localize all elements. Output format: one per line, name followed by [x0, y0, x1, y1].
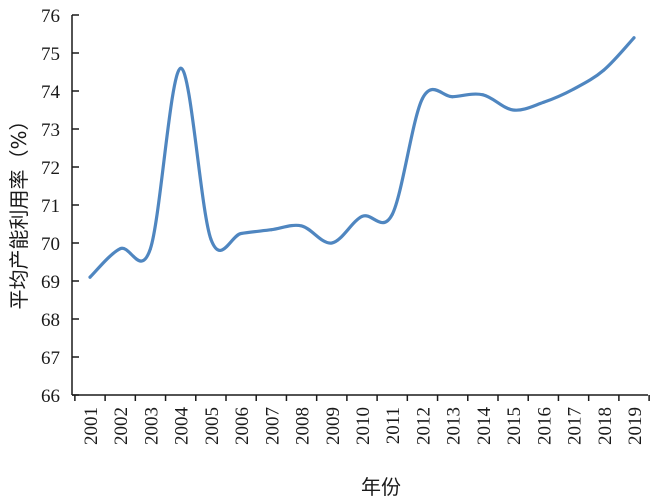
y-axis-title: 平均产能利用率（%）: [7, 110, 31, 309]
x-tick-label: 2007: [262, 407, 283, 445]
x-tick-label: 2002: [111, 407, 132, 445]
x-tick-label: 2012: [413, 407, 434, 445]
y-tick-label: 72: [41, 158, 60, 179]
x-tick-label: 2001: [81, 407, 102, 445]
y-tick-label: 76: [41, 6, 60, 27]
data-point: [451, 95, 455, 99]
y-tick-label: 74: [41, 82, 61, 103]
x-tick-label: 2006: [232, 407, 253, 445]
x-tick-label: 2010: [353, 407, 374, 445]
series-line: [88, 36, 636, 279]
data-point: [360, 214, 364, 218]
x-tick-label: 2004: [172, 407, 193, 446]
data-point: [300, 224, 304, 228]
x-axis-title: 年份: [361, 475, 401, 499]
y-tick-label: 71: [41, 196, 60, 217]
x-tick-label: 2005: [202, 407, 223, 445]
data-point: [239, 232, 243, 235]
x-tick-label: 2019: [625, 407, 646, 445]
x-axis-ticks: 2001 2002 2003 2004 2005 2006 2007 2008 2009 2010…: [74, 395, 650, 446]
x-tick-label: 2016: [534, 407, 555, 445]
y-tick-label: 68: [41, 310, 60, 331]
data-point: [118, 247, 122, 251]
y-tick-label: 73: [41, 120, 60, 141]
data-point: [572, 87, 576, 91]
y-tick-label: 66: [41, 386, 60, 407]
x-tick-label: 2011: [383, 407, 404, 444]
x-tick-label: 2014: [474, 407, 495, 446]
y-tick-label: 69: [41, 272, 60, 293]
x-tick-label: 2015: [504, 407, 525, 445]
data-point: [602, 68, 606, 72]
y-tick-label: 70: [41, 234, 60, 255]
data-point: [390, 213, 394, 216]
data-point: [269, 228, 273, 232]
x-tick-label: 2017: [565, 407, 586, 445]
data-point: [148, 247, 152, 251]
x-tick-label: 2009: [323, 407, 344, 445]
y-axis-ticks: 66 67 68 69 70 71 72 73 74 75 76: [41, 6, 79, 407]
data-point: [511, 108, 515, 112]
x-tick-label: 2008: [293, 407, 314, 445]
y-tick-label: 75: [41, 44, 60, 65]
data-point: [179, 66, 183, 70]
data-point: [330, 241, 334, 245]
data-point: [481, 93, 485, 97]
data-point: [209, 237, 213, 241]
x-tick-label: 2013: [444, 407, 465, 445]
x-tick-label: 2003: [141, 407, 162, 445]
data-point: [541, 100, 545, 104]
x-tick-label: 2018: [595, 407, 616, 445]
data-point: [420, 97, 424, 101]
data-point: [88, 275, 92, 279]
series-layer: [88, 36, 636, 279]
y-tick-label: 67: [41, 348, 60, 369]
data-point: [632, 36, 636, 40]
